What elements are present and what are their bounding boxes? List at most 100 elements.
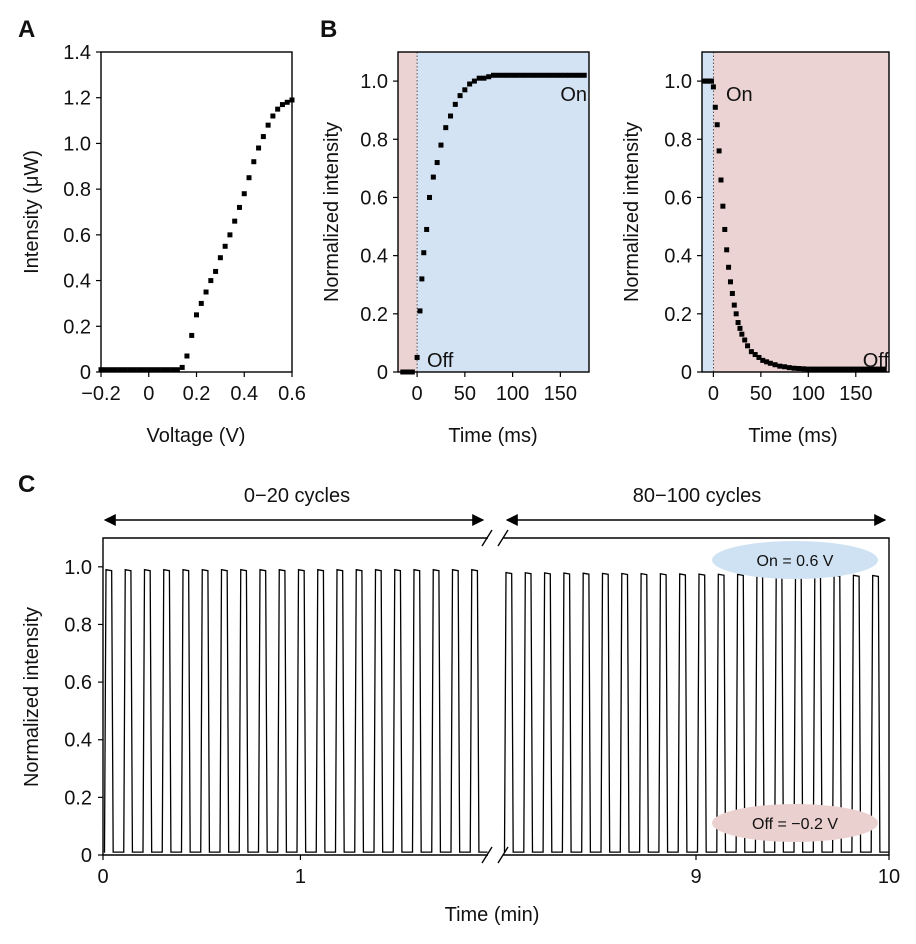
- on-voltage-pill: [712, 541, 878, 579]
- data-point: [716, 148, 722, 154]
- data-point: [805, 366, 811, 372]
- x-tick-label: 0: [97, 866, 108, 888]
- data-point: [529, 72, 535, 78]
- data-point: [726, 264, 732, 270]
- y-tick-label: 0.2: [360, 304, 388, 326]
- data-point: [764, 359, 770, 365]
- x-tick-label: 100: [792, 383, 825, 405]
- panel-b-decay-axes: 0 50 100 150 0 0.2 0.4 0.6 0.8 1.0: [664, 71, 872, 405]
- b2-shade-1: [713, 52, 889, 372]
- panel-a-x-label: Voltage (V): [147, 425, 246, 447]
- data-point: [194, 312, 199, 318]
- data-point: [251, 159, 257, 165]
- data-point: [834, 366, 840, 372]
- panel-letter-b: B: [320, 16, 337, 43]
- panel-a-frame: [100, 51, 293, 373]
- data-point: [174, 367, 180, 373]
- y-tick-label: 0.4: [360, 246, 388, 268]
- data-point: [524, 72, 530, 78]
- data-point: [471, 78, 477, 84]
- data-point: [562, 72, 568, 78]
- panel-b-rise-shading: [398, 52, 589, 372]
- data-point: [136, 367, 142, 373]
- y-tick-label: 0: [377, 362, 388, 384]
- data-point: [424, 226, 430, 232]
- y-tick-label: 0.6: [664, 187, 692, 209]
- panel-b-rise-axes: 0 50 100 150 0 0.2 0.4 0.6 0.8 1.0: [360, 71, 577, 405]
- data-point: [421, 250, 427, 256]
- data-point: [165, 367, 171, 373]
- panel-b-rise-frame: [397, 51, 590, 373]
- panel-c-x-label: Time (min): [445, 904, 540, 926]
- y-tick-label: 0.4: [64, 730, 92, 752]
- on-voltage-label: On = 0.6 V: [757, 553, 834, 570]
- data-point: [232, 218, 238, 224]
- data-point: [443, 125, 449, 131]
- data-point: [519, 72, 525, 78]
- data-point: [500, 72, 506, 78]
- data-point: [576, 72, 582, 78]
- data-point: [491, 72, 496, 78]
- data-point: [843, 366, 849, 372]
- y-tick-label: 0.2: [63, 316, 91, 338]
- data-point: [222, 243, 228, 249]
- data-point: [270, 113, 276, 119]
- data-point: [853, 366, 859, 372]
- data-point: [241, 191, 247, 197]
- y-tick-label: 1.2: [63, 88, 91, 110]
- data-point: [760, 357, 766, 363]
- data-point: [881, 366, 887, 372]
- data-point: [419, 276, 425, 282]
- y-tick-label: 0.6: [360, 187, 388, 209]
- trace-segment-1: [503, 571, 889, 853]
- panel-b-decay-off-label: Off: [863, 350, 890, 372]
- data-point: [557, 72, 563, 78]
- data-point: [495, 72, 501, 78]
- data-point: [772, 362, 778, 368]
- y-tick-label: 0: [80, 362, 91, 384]
- y-tick-label: 0.8: [360, 129, 388, 151]
- data-point: [467, 81, 473, 87]
- data-point: [572, 72, 578, 78]
- data-point: [275, 106, 281, 112]
- data-point: [179, 364, 185, 370]
- data-point: [777, 363, 783, 369]
- data-point: [815, 366, 821, 372]
- x-tick-label: 0.2: [183, 383, 211, 405]
- x-tick-label: 150: [839, 383, 872, 405]
- data-point: [452, 101, 458, 107]
- data-point: [767, 360, 773, 366]
- b1-shade-1: [417, 52, 589, 372]
- x-tick-label: 50: [750, 383, 772, 405]
- x-tick-label: 0.6: [278, 383, 306, 405]
- y-tick-label: 0: [681, 362, 692, 384]
- data-point: [810, 366, 816, 372]
- panel-b-rise-off-label: Off: [427, 350, 454, 372]
- panel-a-data-points: [98, 97, 295, 373]
- data-point: [112, 367, 118, 373]
- off-voltage-pill: [712, 804, 878, 842]
- data-point: [538, 72, 544, 78]
- data-point: [155, 367, 161, 373]
- data-point: [227, 232, 233, 238]
- data-point: [213, 268, 219, 274]
- data-point: [414, 354, 420, 360]
- data-point: [567, 72, 573, 78]
- data-point: [877, 366, 883, 372]
- panel-c-axes: 0 1 9 10 0 0.2 0.4 0.6 0.8 1.0: [64, 557, 900, 888]
- panel-b-decay-chart: 0 50 100 150 0 0.2 0.4 0.6 0.8 1.0 On Off Time (m…: [621, 51, 890, 447]
- data-point: [543, 72, 549, 78]
- panel-a-axes: −0.2 0 0.2 0.4 0.600.20.40.60.81.01.21.4: [63, 42, 306, 405]
- data-point: [862, 366, 868, 372]
- data-point: [553, 72, 559, 78]
- data-point: [208, 278, 214, 284]
- data-point: [735, 320, 741, 326]
- data-point: [279, 102, 285, 108]
- panel-b-decay-shading: [702, 52, 889, 372]
- y-tick-label: 0.8: [664, 129, 692, 151]
- data-point: [848, 366, 854, 372]
- panel-b-decay-data-points: [701, 78, 887, 372]
- data-point: [548, 72, 554, 78]
- data-point: [462, 87, 468, 93]
